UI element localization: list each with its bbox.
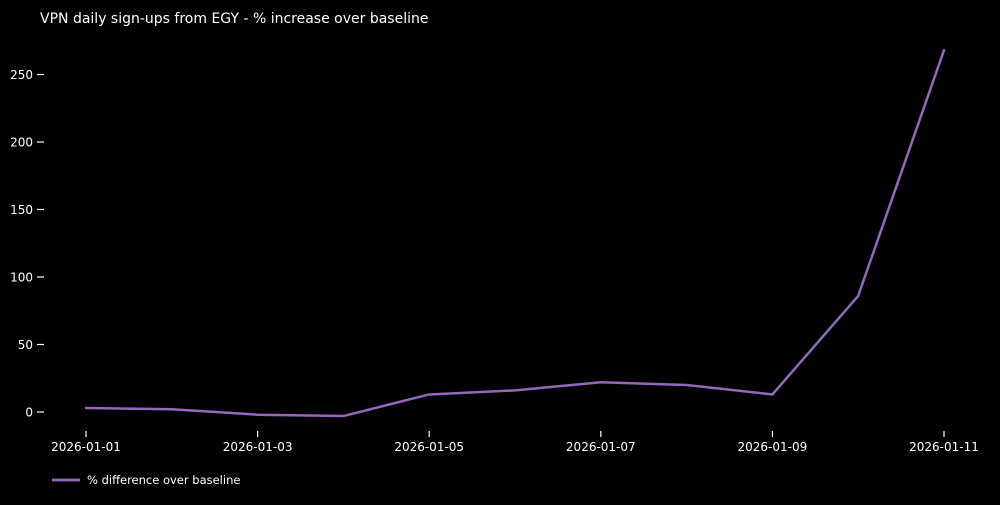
- x-tick-label: 2026-01-07: [566, 440, 636, 454]
- y-tick-label: 50: [18, 338, 33, 352]
- y-tick-label: 200: [10, 135, 33, 149]
- x-tick-label: 2026-01-01: [51, 440, 121, 454]
- y-tick-label: 0: [25, 405, 33, 419]
- series-line: [84, 48, 946, 418]
- legend: % difference over baseline: [52, 473, 240, 487]
- chart-title: VPN daily sign-ups from EGY - % increase…: [40, 11, 428, 27]
- y-tick-label: 150: [10, 203, 33, 217]
- y-tick-label: 100: [10, 270, 33, 284]
- y-axis: 0 50 100 150 200 250: [10, 68, 44, 419]
- x-tick-label: 2026-01-09: [738, 440, 808, 454]
- x-tick-label: 2026-01-11: [909, 440, 979, 454]
- x-tick-label: 2026-01-05: [394, 440, 464, 454]
- legend-label: % difference over baseline: [87, 473, 240, 487]
- x-axis: 2026-01-01 2026-01-03 2026-01-05 2026-01-07…: [51, 431, 979, 454]
- y-tick-label: 250: [10, 68, 33, 82]
- x-tick-label: 2026-01-03: [223, 440, 293, 454]
